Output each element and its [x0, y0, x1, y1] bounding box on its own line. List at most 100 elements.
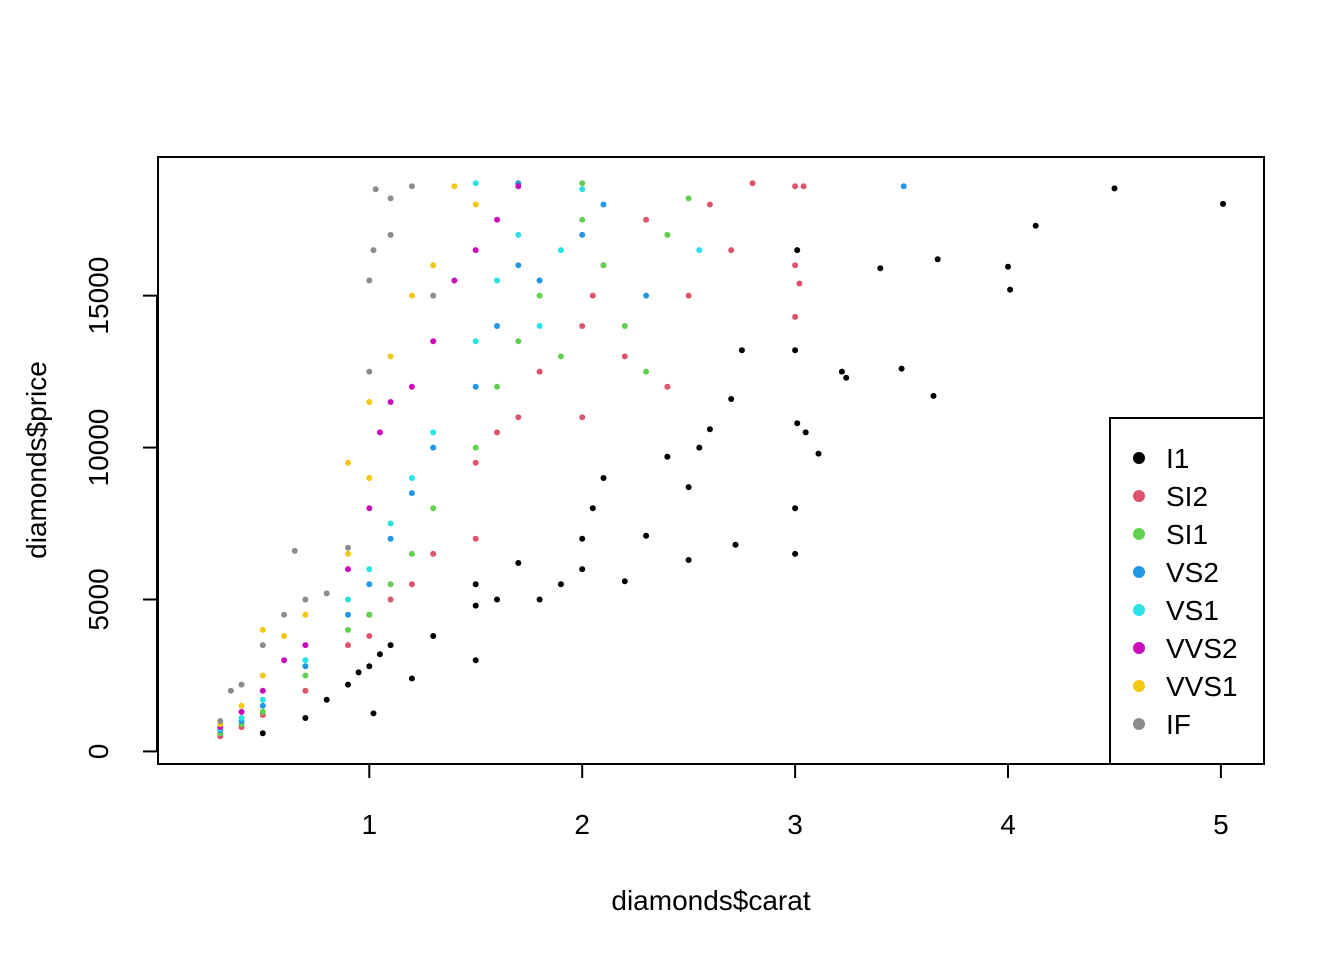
data-point	[557, 247, 564, 254]
data-point	[934, 256, 941, 263]
series-VS1	[217, 180, 703, 732]
data-point	[732, 541, 739, 548]
data-point	[794, 420, 801, 427]
data-point	[800, 183, 807, 190]
data-point	[259, 702, 266, 709]
data-point	[345, 544, 351, 551]
data-point	[494, 383, 500, 390]
data-point	[696, 247, 703, 254]
data-point	[372, 186, 379, 193]
data-point	[796, 280, 803, 287]
data-points	[217, 180, 1226, 740]
data-point	[1220, 200, 1226, 207]
data-point	[366, 581, 373, 588]
data-point	[430, 444, 437, 451]
data-point	[366, 566, 373, 573]
x-tick-label: 4	[1000, 809, 1016, 840]
data-point	[515, 262, 522, 269]
data-point	[494, 596, 500, 603]
data-point	[370, 710, 377, 717]
legend: I1 SI2 SI1 VS2 VS1 VVS2 VVS1 IF	[1109, 417, 1265, 765]
data-point	[738, 347, 745, 354]
data-point	[900, 183, 907, 190]
data-point	[430, 633, 437, 639]
legend-label-VS1: VS1	[1166, 595, 1219, 626]
data-point	[621, 578, 628, 585]
data-point	[579, 323, 586, 329]
y-tick-label: 5000	[83, 568, 114, 630]
data-point	[1005, 263, 1011, 270]
data-point	[430, 550, 437, 557]
data-point	[302, 663, 309, 670]
data-point	[792, 262, 799, 269]
data-point	[589, 292, 596, 299]
series-I1	[259, 185, 1226, 737]
series-SI1	[217, 180, 692, 737]
data-point	[238, 715, 245, 721]
data-point	[749, 180, 756, 187]
data-point	[259, 687, 266, 694]
x-axis-label: diamonds$carat	[611, 885, 810, 916]
data-point	[579, 180, 586, 187]
data-point	[323, 590, 330, 597]
data-point	[302, 596, 309, 603]
data-point	[387, 520, 394, 527]
data-point	[472, 535, 479, 542]
x-tick-label: 2	[574, 809, 590, 840]
data-point	[515, 338, 522, 345]
data-point	[355, 669, 362, 676]
data-point	[643, 216, 650, 223]
data-point	[843, 374, 850, 381]
data-point	[345, 566, 351, 573]
legend-marker-IF	[1133, 718, 1145, 730]
data-point	[472, 383, 479, 390]
data-point	[302, 611, 309, 618]
data-point	[728, 396, 735, 402]
data-point	[259, 626, 266, 633]
y-axis-label: diamonds$price	[21, 361, 52, 559]
data-point	[302, 657, 309, 664]
data-point	[387, 596, 394, 603]
data-point	[1007, 286, 1014, 293]
data-point	[302, 715, 309, 721]
data-point	[238, 702, 245, 709]
data-point	[792, 183, 799, 190]
data-point	[515, 231, 522, 238]
series-IF	[217, 183, 437, 724]
legend-marker-I1	[1133, 452, 1145, 464]
y-tick-label: 0	[83, 744, 114, 760]
data-point	[472, 602, 479, 609]
data-point	[472, 581, 479, 588]
data-point	[430, 505, 437, 512]
data-point	[792, 550, 799, 557]
series-VS2	[217, 180, 907, 734]
legend-marker-VVS2	[1133, 642, 1145, 654]
plot-frame	[157, 156, 1265, 765]
data-point	[238, 681, 245, 688]
series-VVS2	[217, 183, 522, 731]
data-point	[227, 687, 234, 694]
data-point	[302, 672, 309, 679]
data-point	[664, 231, 671, 238]
data-point	[387, 195, 394, 202]
data-point	[643, 532, 650, 539]
data-point	[696, 444, 703, 451]
data-point	[1111, 185, 1118, 192]
data-point	[370, 247, 377, 254]
data-point	[515, 414, 522, 421]
data-point	[600, 201, 607, 208]
data-point	[472, 657, 479, 664]
data-point	[557, 353, 564, 360]
data-point	[345, 550, 351, 557]
data-point	[515, 183, 522, 190]
series-SI2	[217, 180, 807, 740]
data-point	[217, 718, 224, 724]
data-point	[792, 347, 799, 354]
x-tick-label: 1	[361, 809, 377, 840]
data-point	[259, 672, 266, 679]
data-point	[706, 201, 713, 208]
legend-label-VVS1: VVS1	[1166, 671, 1238, 702]
data-point	[345, 611, 351, 618]
data-point	[281, 611, 288, 618]
